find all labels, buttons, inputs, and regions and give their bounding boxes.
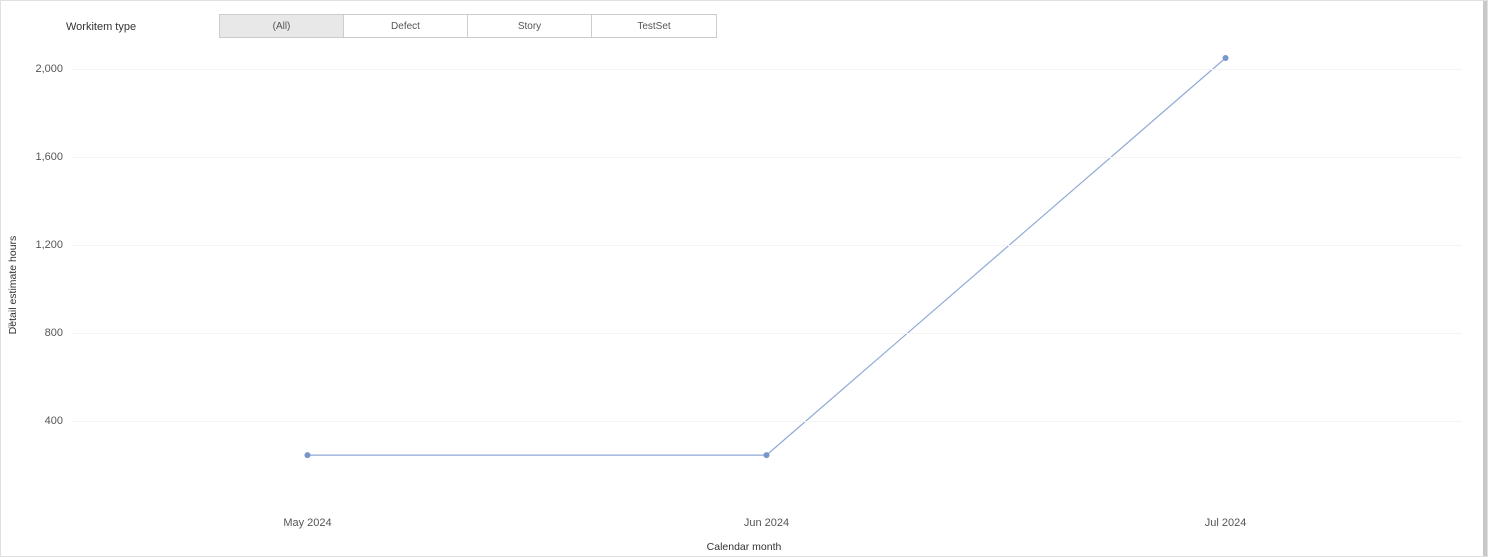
y-tick-label: 2,000 — [23, 63, 63, 75]
chart-container: Workitem type (All)DefectStoryTestSet E … — [0, 0, 1488, 557]
series-line — [307, 58, 1225, 455]
y-tick-label: 1,600 — [23, 151, 63, 163]
scroll-indicator — [1483, 1, 1487, 556]
line-chart-svg — [71, 14, 1462, 509]
y-axis-title: Detail estimate hours — [7, 235, 19, 334]
gridline — [71, 245, 1462, 246]
y-tick-label: 800 — [23, 327, 63, 339]
x-tick-label: Jun 2024 — [744, 517, 789, 529]
data-point[interactable] — [1223, 55, 1229, 61]
gridline — [71, 69, 1462, 70]
x-axis-title: Calendar month — [707, 541, 782, 553]
y-tick-label: 1,200 — [23, 239, 63, 251]
data-point[interactable] — [764, 452, 770, 458]
plot-area[interactable]: 4008001,2001,6002,000May 2024Jun 2024Jul… — [71, 14, 1462, 509]
gridline — [71, 421, 1462, 422]
y-tick-label: 400 — [23, 415, 63, 427]
x-tick-label: May 2024 — [283, 517, 331, 529]
gridline — [71, 333, 1462, 334]
x-tick-label: Jul 2024 — [1205, 517, 1247, 529]
gridline — [71, 157, 1462, 158]
data-point[interactable] — [304, 452, 310, 458]
